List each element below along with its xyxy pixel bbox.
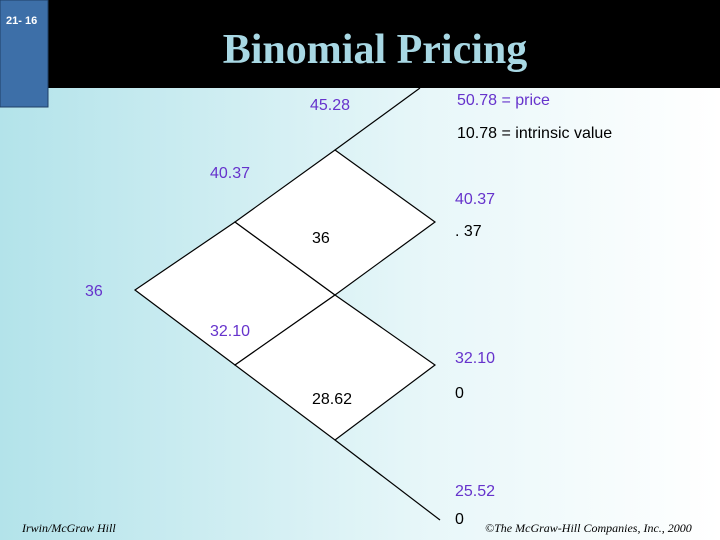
tree-branch [334, 87, 421, 151]
footer-right: ©The McGraw-Hill Companies, Inc., 2000 [485, 521, 692, 535]
node-label: 50.78 = price [457, 92, 550, 109]
node-label: 32.10 [455, 350, 495, 367]
footer-left: Irwin/McGraw Hill [21, 521, 116, 535]
slide-number: 21- 16 [6, 15, 37, 27]
node-label: 0 [455, 511, 464, 528]
node-label: 40.37 [210, 165, 250, 182]
tree-cell [233, 149, 437, 296]
node-label: 10.78 = intrinsic value [457, 125, 612, 142]
tree [133, 87, 441, 521]
slide-title: Binomial Pricing [223, 27, 528, 73]
node-label: 28.62 [312, 391, 352, 408]
node-label: 36 [312, 230, 330, 247]
title-bar [0, 0, 720, 88]
node-label: 45.28 [310, 97, 350, 114]
node-label: 0 [455, 385, 464, 402]
labels: 45.28 50.78 = price 10.78 = intrinsic valu… [85, 92, 612, 528]
tree-branch [334, 439, 441, 521]
node-label: 32.10 [210, 323, 250, 340]
node-label: 25.52 [455, 483, 495, 500]
number-box [0, 0, 49, 108]
node-label: 36 [85, 283, 103, 300]
node-label: . 37 [455, 223, 482, 240]
node-label: 40.37 [455, 191, 495, 208]
